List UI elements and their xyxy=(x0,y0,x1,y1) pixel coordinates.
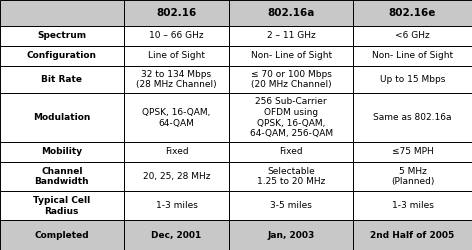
Text: 10 – 66 GHz: 10 – 66 GHz xyxy=(149,31,204,40)
Bar xyxy=(229,162,353,191)
Text: Completed: Completed xyxy=(34,231,89,240)
Text: Typical Cell
Radius: Typical Cell Radius xyxy=(33,196,91,216)
Bar xyxy=(353,220,472,250)
Bar xyxy=(0,0,124,26)
Text: Modulation: Modulation xyxy=(33,113,91,122)
Bar xyxy=(0,26,124,46)
Text: Bit Rate: Bit Rate xyxy=(42,75,82,84)
Text: 802.16a: 802.16a xyxy=(267,8,315,18)
Text: 802.16: 802.16 xyxy=(156,8,196,18)
Text: Dec, 2001: Dec, 2001 xyxy=(152,231,202,240)
Bar xyxy=(0,66,124,93)
Bar xyxy=(0,162,124,191)
Bar xyxy=(229,46,353,66)
Bar xyxy=(124,142,229,162)
Bar xyxy=(229,66,353,93)
Bar xyxy=(124,162,229,191)
Text: QPSK, 16-QAM,
64-QAM: QPSK, 16-QAM, 64-QAM xyxy=(142,108,211,128)
Bar xyxy=(353,66,472,93)
Bar xyxy=(229,191,353,220)
Text: Same as 802.16a: Same as 802.16a xyxy=(373,113,452,122)
Bar xyxy=(229,26,353,46)
Text: Fixed: Fixed xyxy=(165,148,188,156)
Text: ≤75 MPH: ≤75 MPH xyxy=(392,148,433,156)
Bar xyxy=(0,142,124,162)
Bar xyxy=(353,93,472,142)
Bar xyxy=(353,142,472,162)
Bar xyxy=(124,191,229,220)
Text: 20, 25, 28 MHz: 20, 25, 28 MHz xyxy=(143,172,210,181)
Bar xyxy=(0,220,124,250)
Text: Non- Line of Sight: Non- Line of Sight xyxy=(372,51,453,60)
Bar xyxy=(353,191,472,220)
Text: 1-3 miles: 1-3 miles xyxy=(391,201,433,210)
Text: 2 – 11 GHz: 2 – 11 GHz xyxy=(267,31,315,40)
Bar xyxy=(124,46,229,66)
Bar xyxy=(229,142,353,162)
Bar xyxy=(124,93,229,142)
Text: 3-5 miles: 3-5 miles xyxy=(270,201,312,210)
Text: 802.16e: 802.16e xyxy=(389,8,436,18)
Text: 5 MHz
(Planned): 5 MHz (Planned) xyxy=(391,167,434,186)
Text: Non- Line of Sight: Non- Line of Sight xyxy=(251,51,332,60)
Bar xyxy=(353,46,472,66)
Bar xyxy=(353,0,472,26)
Text: Line of Sight: Line of Sight xyxy=(148,51,205,60)
Text: Up to 15 Mbps: Up to 15 Mbps xyxy=(380,75,445,84)
Bar xyxy=(229,0,353,26)
Bar xyxy=(124,0,229,26)
Bar xyxy=(353,26,472,46)
Bar xyxy=(229,220,353,250)
Bar xyxy=(0,46,124,66)
Bar xyxy=(124,26,229,46)
Text: 2nd Half of 2005: 2nd Half of 2005 xyxy=(371,231,455,240)
Text: Spectrum: Spectrum xyxy=(37,31,86,40)
Text: Fixed: Fixed xyxy=(279,148,303,156)
Bar xyxy=(124,66,229,93)
Text: ≤ 70 or 100 Mbps
(20 MHz Channel): ≤ 70 or 100 Mbps (20 MHz Channel) xyxy=(251,70,331,89)
Bar xyxy=(229,93,353,142)
Bar xyxy=(0,93,124,142)
Text: 1-3 miles: 1-3 miles xyxy=(155,201,197,210)
Text: 256 Sub-Carrier
OFDM using
QPSK, 16-QAM,
64-QAM, 256-QAM: 256 Sub-Carrier OFDM using QPSK, 16-QAM,… xyxy=(250,97,333,138)
Text: Channel
Bandwidth: Channel Bandwidth xyxy=(34,167,89,186)
Text: Configuration: Configuration xyxy=(27,51,97,60)
Text: Mobility: Mobility xyxy=(41,148,83,156)
Text: Selectable
1.25 to 20 MHz: Selectable 1.25 to 20 MHz xyxy=(257,167,325,186)
Text: 32 to 134 Mbps
(28 MHz Channel): 32 to 134 Mbps (28 MHz Channel) xyxy=(136,70,217,89)
Bar xyxy=(353,162,472,191)
Text: <6 GHz: <6 GHz xyxy=(395,31,430,40)
Bar xyxy=(0,191,124,220)
Bar xyxy=(124,220,229,250)
Text: Jan, 2003: Jan, 2003 xyxy=(268,231,315,240)
